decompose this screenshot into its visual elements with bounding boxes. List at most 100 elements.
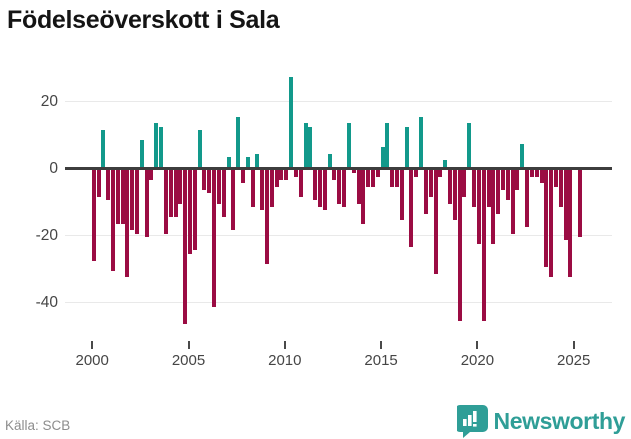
brand-wordmark: Newsworthy <box>493 407 626 434</box>
bar <box>135 170 140 234</box>
bar <box>202 170 207 191</box>
bar <box>390 170 395 187</box>
bar <box>452 170 457 221</box>
source-label: Källa: SCB <box>5 418 71 433</box>
bar <box>163 170 168 234</box>
bar <box>491 170 496 244</box>
bar <box>303 123 308 167</box>
bar <box>298 170 303 197</box>
bar <box>510 170 515 234</box>
x-tick-label: 2005 <box>171 352 206 369</box>
bar <box>265 170 270 264</box>
bar <box>216 170 221 204</box>
bar <box>462 170 467 197</box>
bar <box>404 126 409 167</box>
bar <box>120 170 125 224</box>
bar <box>534 170 539 177</box>
y-tick-label: 20 <box>40 92 58 110</box>
bar <box>346 123 351 167</box>
bar <box>361 170 366 224</box>
bar <box>414 170 419 177</box>
bar <box>245 157 250 168</box>
bar <box>481 170 486 321</box>
bar <box>192 170 197 251</box>
x-tick-mark <box>476 341 479 349</box>
bar <box>139 140 144 167</box>
bar <box>385 123 390 167</box>
bar <box>553 170 558 187</box>
x-tick-label: 2025 <box>557 352 591 369</box>
bar <box>399 170 404 221</box>
bar <box>313 170 318 201</box>
zero-axis-line <box>65 167 612 170</box>
bar <box>433 170 438 274</box>
bar <box>327 153 332 167</box>
chart-title: Födelseöverskott i Sala <box>7 6 280 34</box>
bar <box>101 130 106 168</box>
bar <box>409 170 414 247</box>
bar <box>457 170 462 321</box>
bar <box>144 170 149 237</box>
bar <box>197 130 202 168</box>
plot-area <box>65 64 612 341</box>
bar <box>428 170 433 197</box>
bar <box>544 170 549 268</box>
bar <box>240 170 245 184</box>
bar <box>448 170 452 204</box>
bar <box>110 170 115 271</box>
bar <box>539 170 544 184</box>
bar <box>207 170 212 194</box>
y-tick-label: 0 <box>49 159 58 177</box>
bar <box>337 170 342 204</box>
bar <box>279 170 284 181</box>
bar <box>115 170 120 224</box>
x-tick-label: 2020 <box>460 352 495 369</box>
bar <box>274 170 279 187</box>
bar <box>226 157 231 168</box>
gridline <box>65 235 612 236</box>
bar <box>318 170 322 207</box>
bar <box>149 170 154 181</box>
bar <box>231 170 236 231</box>
bar <box>91 170 96 261</box>
bar <box>375 170 380 177</box>
bar <box>500 170 505 191</box>
x-tick-label: 2015 <box>364 352 398 369</box>
y-tick-label: -20 <box>35 226 58 244</box>
bar <box>370 170 375 187</box>
bar <box>351 170 356 174</box>
bar <box>515 170 520 191</box>
gridline <box>65 101 612 102</box>
bar <box>236 116 241 168</box>
bar <box>106 170 111 201</box>
bar <box>419 116 424 168</box>
x-tick-label: 2010 <box>268 352 302 369</box>
bar <box>578 170 583 237</box>
bar <box>472 170 477 207</box>
x-tick-label: 2000 <box>75 352 109 369</box>
bar <box>178 170 183 204</box>
bar <box>308 126 313 167</box>
bar <box>269 170 274 207</box>
bar <box>188 170 192 254</box>
bar <box>558 170 563 207</box>
newsworthy-bars-icon <box>456 405 488 438</box>
bar <box>96 170 101 197</box>
bar <box>260 170 265 211</box>
bar <box>342 170 347 207</box>
x-tick-mark <box>380 341 383 349</box>
bar <box>130 170 135 231</box>
brand-logo: Newsworthy <box>456 404 626 438</box>
bar <box>221 170 226 217</box>
bar <box>159 126 164 167</box>
bar <box>467 123 472 167</box>
x-tick-mark <box>187 341 190 349</box>
bar <box>212 170 217 308</box>
bar <box>173 170 178 217</box>
bar <box>322 170 327 211</box>
bar <box>356 170 361 204</box>
bar <box>154 123 159 167</box>
x-tick-mark <box>91 341 94 349</box>
bar <box>476 170 481 244</box>
